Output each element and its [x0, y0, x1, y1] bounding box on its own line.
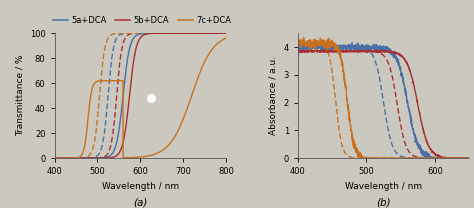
Text: (b): (b)	[376, 198, 391, 208]
Y-axis label: Absorbance / a.u.: Absorbance / a.u.	[269, 56, 278, 135]
Y-axis label: Transmittance / %: Transmittance / %	[15, 55, 24, 136]
X-axis label: Wavelength / nm: Wavelength / nm	[345, 182, 422, 191]
X-axis label: Wavelength / nm: Wavelength / nm	[101, 182, 179, 191]
Legend: 5a+DCA, 5b+DCA, 7c+DCA: 5a+DCA, 5b+DCA, 7c+DCA	[50, 12, 235, 28]
Text: (a): (a)	[133, 198, 147, 208]
